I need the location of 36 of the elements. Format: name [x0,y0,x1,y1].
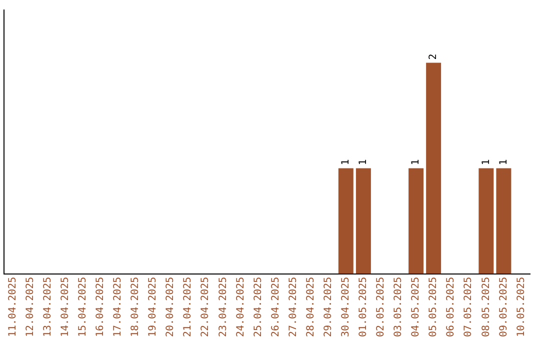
x-tick-label: 06.05.2025 [446,276,457,338]
x-tick-label: 24.04.2025 [235,276,246,338]
x-tick-label: 21.04.2025 [182,276,194,338]
x-tick-label: 03.05.2025 [393,276,404,338]
data-label: 1 [340,159,352,166]
x-tick-label: 08.05.2025 [480,276,492,338]
x-tick-label: 28.04.2025 [305,276,316,338]
x-tick-label: 22.04.2025 [200,276,212,338]
data-label: 2 [428,54,440,60]
data-label: 1 [480,159,492,166]
x-tick-label: 20.04.2025 [165,276,176,338]
x-tick-label: 04.05.2025 [410,276,422,338]
x-tick-label: 09.05.2025 [498,276,510,338]
x-tick-label: 18.04.2025 [130,276,142,338]
x-tick-label: 05.05.2025 [428,276,440,338]
x-tick-label: 12.04.2025 [24,276,36,338]
x-tick-label: 19.04.2025 [148,276,159,338]
x-tick-label: 29.04.2025 [322,276,334,338]
x-tick-label: 27.04.2025 [288,276,299,338]
x-tick-label: 15.04.2025 [77,276,88,338]
data-label: 1 [410,159,422,166]
x-tick-label: 25.04.2025 [252,276,264,338]
x-tick-label: 26.04.2025 [270,276,282,338]
x-tick-label: 07.05.2025 [463,276,474,338]
x-tick-label: 23.04.2025 [218,276,229,338]
data-label: 1 [498,159,510,166]
x-tick-label: 10.05.2025 [516,276,527,338]
x-tick-label: 01.05.2025 [358,276,370,338]
x-tick-label: 30.04.2025 [340,276,352,338]
x-tick-label: 14.04.2025 [60,276,71,338]
x-tick-label: 11.04.2025 [7,276,18,338]
data-label: 1 [358,159,370,166]
x-tick-label: 13.04.2025 [42,276,54,338]
x-tick-label: 16.04.2025 [95,276,106,338]
x-tick-label: 17.04.2025 [112,276,124,338]
x-tick-label: 02.05.2025 [376,276,387,338]
